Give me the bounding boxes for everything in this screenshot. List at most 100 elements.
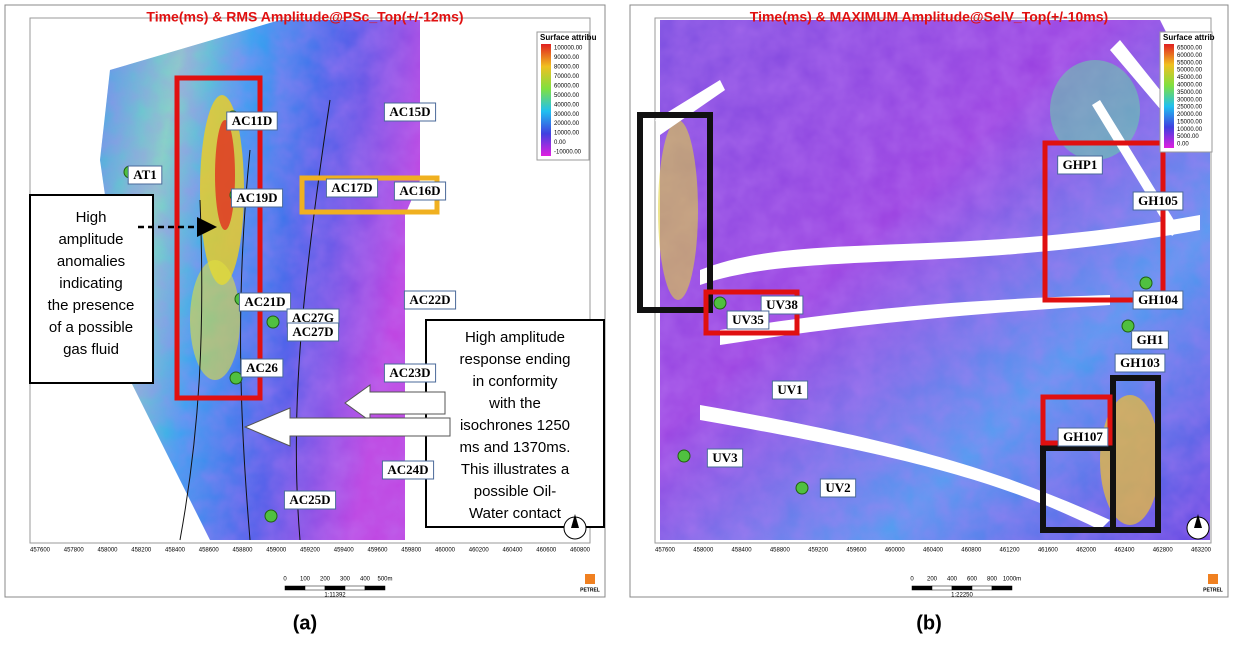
legend-label: 20000.00 bbox=[1177, 112, 1203, 118]
well-label: AC25D bbox=[289, 492, 330, 507]
well-label: UV38 bbox=[766, 297, 798, 312]
logo-icon bbox=[1208, 574, 1218, 584]
well-label: AC21D bbox=[244, 294, 285, 309]
well-label: GH104 bbox=[1138, 292, 1178, 307]
annotation-line: ms and 1370ms. bbox=[460, 439, 571, 456]
scale-bar-segment bbox=[932, 586, 952, 590]
legend-label: 65000.00 bbox=[1177, 46, 1203, 52]
annotation-line: amplitude bbox=[58, 231, 123, 248]
x-tick-label: 461600 bbox=[1038, 548, 1059, 554]
panel-title: Time(ms) & RMS Amplitude@PSc_Top(+/-12ms… bbox=[146, 9, 463, 25]
well-label: AT1 bbox=[133, 167, 157, 182]
x-tick-label: 458400 bbox=[165, 548, 186, 554]
x-tick-label: 459200 bbox=[300, 548, 321, 554]
annotation-line: of a possible bbox=[49, 319, 133, 336]
x-tick-label: 458000 bbox=[693, 548, 714, 554]
legend-label: 10000.00 bbox=[554, 131, 580, 137]
legend-label: 25000.00 bbox=[1177, 105, 1203, 111]
well-label: GH1 bbox=[1137, 332, 1164, 347]
x-tick-label: 460600 bbox=[536, 548, 557, 554]
annotation-line: response ending bbox=[460, 351, 571, 368]
legend-label: 0.00 bbox=[554, 140, 566, 146]
legend-colorbar bbox=[1164, 44, 1174, 148]
annotation-line: anomalies bbox=[57, 253, 125, 270]
scale-bar-segment bbox=[345, 586, 365, 590]
legend-label: 50000.00 bbox=[554, 93, 580, 99]
x-tick-label: 459600 bbox=[367, 548, 388, 554]
legend-label: 0.00 bbox=[1177, 142, 1189, 148]
x-tick-label: 457600 bbox=[655, 548, 676, 554]
well-marker bbox=[1140, 277, 1152, 289]
well-label: UV2 bbox=[825, 480, 850, 495]
annotation-line: in conformity bbox=[472, 373, 558, 390]
annotation-line: High amplitude bbox=[465, 329, 565, 346]
scale-label: 500m bbox=[377, 577, 392, 583]
annotation-line: indicating bbox=[59, 275, 122, 292]
x-tick-label: 458800 bbox=[232, 548, 253, 554]
x-tick-label: 460800 bbox=[961, 548, 982, 554]
legend-label: 20000.00 bbox=[554, 121, 580, 127]
annotation-line: gas fluid bbox=[63, 341, 119, 358]
legend-colorbar bbox=[541, 44, 551, 156]
well-marker bbox=[796, 482, 808, 494]
annotation-line: High bbox=[76, 209, 107, 226]
annotation-line: the presence bbox=[48, 297, 135, 314]
scale-bar-segment bbox=[365, 586, 385, 590]
scale-ratio: 1:22250 bbox=[951, 593, 973, 599]
x-tick-label: 458400 bbox=[732, 548, 753, 554]
x-tick-label: 460400 bbox=[923, 548, 944, 554]
x-tick-label: 463200 bbox=[1191, 548, 1212, 554]
well-label: UV1 bbox=[777, 382, 802, 397]
scale-bar-segment bbox=[952, 586, 972, 590]
well-label: AC24D bbox=[387, 462, 428, 477]
scale-label: 200 bbox=[927, 577, 938, 583]
legend-label: 80000.00 bbox=[554, 64, 580, 70]
well-label: GHP1 bbox=[1063, 157, 1098, 172]
x-tick-label: 459200 bbox=[808, 548, 829, 554]
x-tick-label: 459000 bbox=[266, 548, 287, 554]
x-tick-label: 460000 bbox=[885, 548, 906, 554]
well-label: GH103 bbox=[1120, 355, 1160, 370]
x-tick-label: 457800 bbox=[64, 548, 85, 554]
legend-label: 10000.00 bbox=[1177, 127, 1203, 133]
logo: PETREL bbox=[580, 587, 600, 593]
well-marker bbox=[230, 372, 242, 384]
legend-label: 40000.00 bbox=[554, 102, 580, 108]
logo-icon bbox=[585, 574, 595, 584]
panel-caption: (b) bbox=[916, 612, 942, 634]
scale-bar-segment bbox=[912, 586, 932, 590]
x-tick-label: 457600 bbox=[30, 548, 51, 554]
scale-label: 200 bbox=[320, 577, 331, 583]
x-tick-label: 458800 bbox=[770, 548, 791, 554]
legend-label: 90000.00 bbox=[554, 55, 580, 61]
anomaly bbox=[190, 260, 240, 380]
well-label: AC22D bbox=[409, 292, 450, 307]
scale-bar-segment bbox=[305, 586, 325, 590]
legend-label: 50000.00 bbox=[1177, 68, 1203, 74]
scale-label: 400 bbox=[360, 577, 371, 583]
legend-label: 70000.00 bbox=[554, 74, 580, 80]
x-tick-label: 459800 bbox=[401, 548, 422, 554]
legend-label: 45000.00 bbox=[1177, 75, 1203, 81]
well-label: AC23D bbox=[389, 365, 430, 380]
x-tick-label: 459600 bbox=[846, 548, 867, 554]
well-marker bbox=[265, 510, 277, 522]
legend-label: 100000.00 bbox=[554, 46, 583, 52]
x-tick-label: 462400 bbox=[1114, 548, 1135, 554]
scale-bar-segment bbox=[972, 586, 992, 590]
scale-bar-segment bbox=[325, 586, 345, 590]
well-label: AC19D bbox=[236, 190, 277, 205]
well-label: AC16D bbox=[399, 183, 440, 198]
well-marker bbox=[1122, 320, 1134, 332]
logo: PETREL bbox=[1203, 587, 1223, 593]
panel-caption: (a) bbox=[293, 612, 317, 634]
scale-ratio: 1:11392 bbox=[324, 593, 346, 599]
annotation-line: Water contact bbox=[469, 505, 562, 522]
x-tick-label: 458600 bbox=[199, 548, 220, 554]
anomaly bbox=[215, 120, 235, 230]
well-label: UV3 bbox=[712, 450, 738, 465]
x-tick-label: 459400 bbox=[334, 548, 355, 554]
x-tick-label: 462800 bbox=[1153, 548, 1174, 554]
well-label: AC27D bbox=[292, 324, 333, 339]
x-tick-label: 462000 bbox=[1076, 548, 1097, 554]
